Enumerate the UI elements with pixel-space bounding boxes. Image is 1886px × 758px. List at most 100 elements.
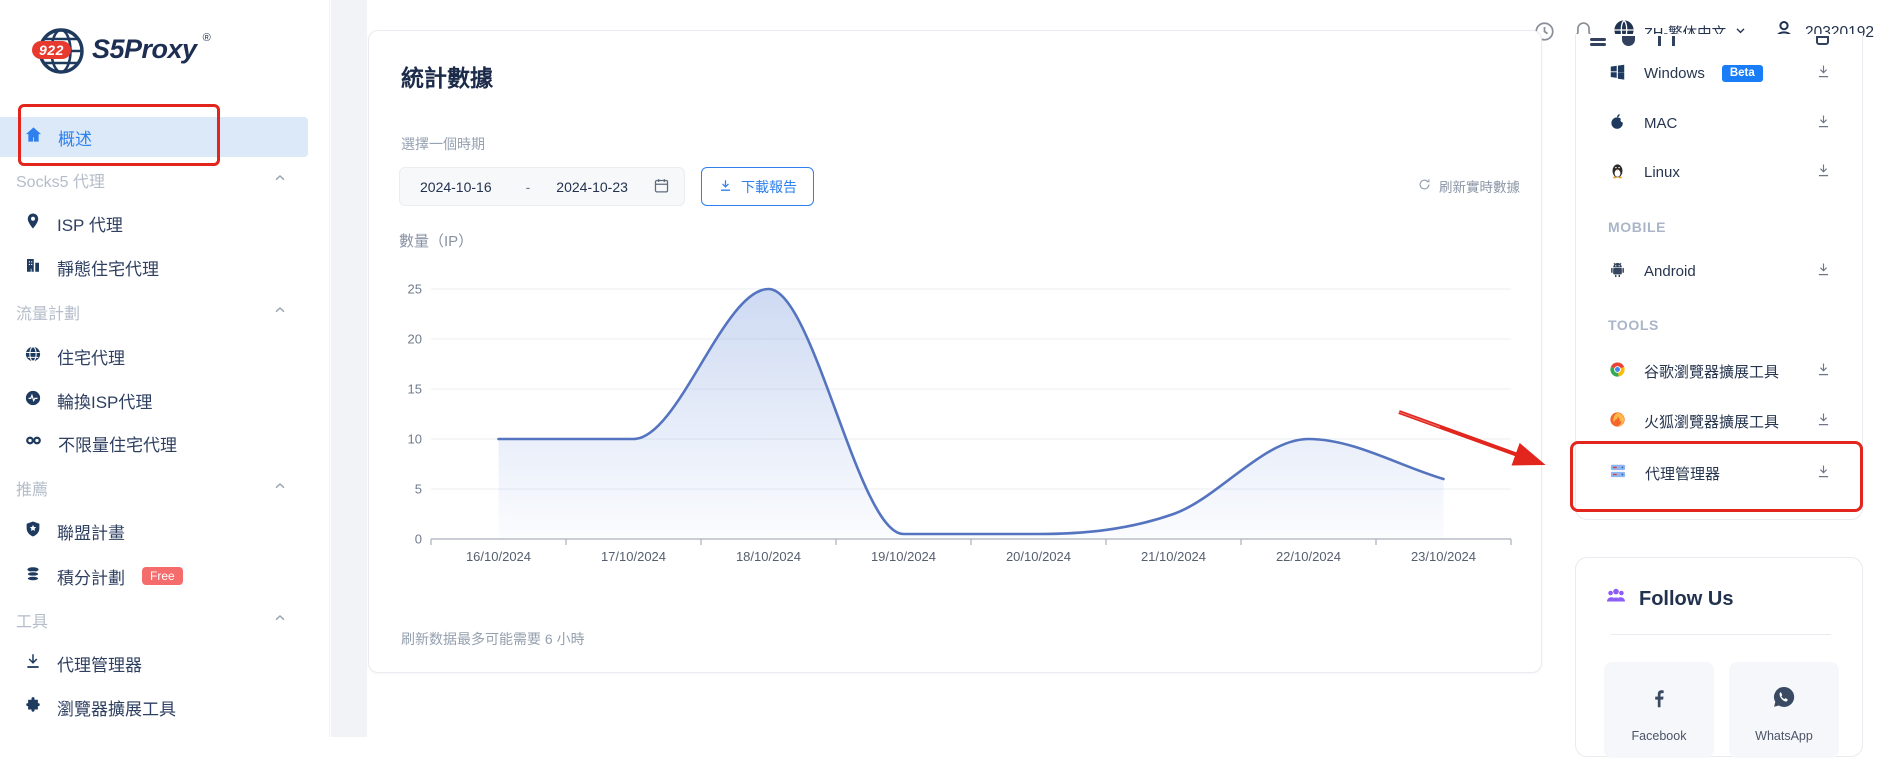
linux-icon	[1608, 161, 1627, 184]
download-arrow-icon[interactable]	[1815, 63, 1832, 84]
date-start-value: 2024-10-16	[420, 178, 492, 195]
svg-text:20: 20	[408, 332, 422, 347]
sidebar-item-overview[interactable]: 概述	[0, 117, 308, 157]
download-row-label: 代理管理器	[1645, 465, 1721, 483]
firefox-icon	[1608, 410, 1627, 433]
download-row-label: MAC	[1644, 114, 1678, 132]
downloads-section-tools: TOOLS	[1576, 310, 1862, 340]
sidebar-section-label: 工具	[16, 614, 49, 631]
facebook-icon	[1646, 684, 1672, 715]
download-row-linux[interactable]: Linux	[1576, 152, 1862, 192]
chevron-up-icon	[272, 610, 288, 631]
svg-text:20/10/2024: 20/10/2024	[1006, 549, 1071, 564]
logo-text: S5Proxy	[92, 34, 197, 64]
chrome-icon	[1608, 360, 1627, 383]
svg-text:17/10/2024: 17/10/2024	[601, 549, 666, 564]
download-arrow-icon[interactable]	[1815, 463, 1832, 484]
svg-text:5: 5	[415, 482, 422, 497]
sidebar-item-label: 積分計劃	[57, 568, 125, 588]
chevron-down-icon	[1734, 24, 1747, 42]
sidebar-item-static-residential[interactable]: 靜態住宅代理	[0, 247, 308, 287]
date-range-picker[interactable]: 2024-10-16 - 2024-10-23	[399, 167, 685, 206]
svg-text:15: 15	[408, 382, 422, 397]
sidebar-item-label: 瀏覽器擴展工具	[57, 699, 176, 719]
download-row-chrome-extension[interactable]: 谷歌瀏覽器擴展工具	[1576, 351, 1862, 391]
download-row-android[interactable]: Android	[1576, 251, 1862, 291]
sidebar-item-unlimited-residential[interactable]: 不限量住宅代理	[0, 423, 308, 463]
download-arrow-icon[interactable]	[1815, 361, 1832, 382]
chevron-up-icon	[272, 478, 288, 499]
puzzle-icon	[24, 696, 42, 719]
downloads-section-mobile: MOBILE	[1576, 212, 1862, 242]
whatsapp-button[interactable]: WhatsApp	[1729, 662, 1839, 758]
download-report-button[interactable]: 下載報告	[701, 167, 814, 206]
app-logo[interactable]: 922 S5Proxy ®	[32, 26, 211, 76]
proxy-manager-icon	[1608, 461, 1628, 485]
home-icon	[24, 125, 43, 149]
sidebar-section-socks5[interactable]: Socks5 代理	[0, 165, 308, 195]
sidebar-item-rotating-isp[interactable]: 輪換ISP代理	[0, 380, 308, 420]
download-arrow-icon[interactable]	[1815, 113, 1832, 134]
beta-badge: Beta	[1721, 64, 1763, 82]
sidebar-section-tools[interactable]: 工具	[0, 605, 308, 635]
sidebar-item-label: 不限量住宅代理	[58, 435, 177, 455]
area-chart: 0 5 10 15 20 25 16/10/2024 17/10/2024 18/10/2024…	[408, 282, 1512, 564]
sidebar-section-traffic-plan[interactable]: 流量計劃	[0, 297, 308, 327]
downloads-section-label: MOBILE	[1608, 219, 1667, 235]
follow-us-title: Follow Us	[1604, 584, 1733, 614]
sidebar: 922 S5Proxy ® 概述 Socks5 代理 ISP 代理 靜態住宅代理…	[0, 0, 330, 737]
sidebar-section-label: Socks5 代理	[16, 174, 105, 191]
windows-icon	[1608, 62, 1627, 85]
sidebar-item-label: 代理管理器	[57, 655, 142, 675]
shield-icon	[24, 520, 42, 543]
sidebar-item-label: ISP 代理	[57, 215, 123, 235]
download-row-mac[interactable]: MAC	[1576, 103, 1862, 143]
whatsapp-label: WhatsApp	[1755, 729, 1813, 743]
sidebar-item-points-program[interactable]: 積分計劃 Free	[0, 556, 308, 596]
svg-text:21/10/2024: 21/10/2024	[1141, 549, 1206, 564]
sidebar-item-label: 聯盟計畫	[57, 523, 125, 543]
sidebar-item-proxy-manager[interactable]: 代理管理器	[0, 643, 308, 683]
globe-logo-icon: 922	[32, 26, 86, 76]
download-arrow-icon[interactable]	[1815, 162, 1832, 183]
apple-icon	[1608, 112, 1627, 135]
free-badge: Free	[142, 567, 183, 585]
download-arrow-icon[interactable]	[1815, 411, 1832, 432]
period-label: 選擇一個時期	[401, 136, 485, 152]
svg-text:25: 25	[408, 282, 422, 297]
follow-us-card: Follow Us Facebook WhatsApp	[1575, 557, 1863, 758]
download-row-firefox-extension[interactable]: 火狐瀏覽器擴展工具	[1576, 401, 1862, 441]
refresh-icon	[1417, 177, 1432, 195]
downloads-panel: Windows Beta MAC Linux MOBILE Android TO…	[1575, 34, 1863, 520]
sidebar-item-affiliate-program[interactable]: 聯盟計畫	[0, 511, 308, 551]
chevron-up-icon	[272, 302, 288, 323]
download-row-label: 谷歌瀏覽器擴展工具	[1644, 363, 1780, 381]
android-icon	[1608, 260, 1627, 283]
svg-text:18/10/2024: 18/10/2024	[736, 549, 801, 564]
download-row-proxy-manager[interactable]: 代理管理器	[1576, 453, 1862, 493]
facebook-button[interactable]: Facebook	[1604, 662, 1714, 758]
refresh-delay-note: 刷新数据最多可能需要 6 小時	[401, 631, 585, 647]
download-arrow-icon[interactable]	[1815, 261, 1832, 282]
location-pin-icon	[24, 212, 42, 235]
download-row-windows[interactable]: Windows Beta	[1576, 53, 1862, 93]
date-separator: -	[525, 178, 531, 195]
calendar-icon	[653, 177, 670, 197]
refresh-realtime-data[interactable]: 刷新實時數據	[1417, 176, 1520, 196]
svg-text:19/10/2024: 19/10/2024	[871, 549, 936, 564]
download-row-label: Linux	[1644, 163, 1680, 181]
infinity-icon	[24, 431, 43, 455]
sidebar-section-referral[interactable]: 推薦	[0, 473, 308, 503]
pulse-icon	[24, 389, 42, 412]
svg-text:22/10/2024: 22/10/2024	[1276, 549, 1341, 564]
follow-us-label: Follow Us	[1639, 587, 1734, 610]
sidebar-item-isp-proxy[interactable]: ISP 代理	[0, 203, 308, 243]
download-icon	[24, 652, 42, 675]
sidebar-item-residential-proxy[interactable]: 住宅代理	[0, 336, 308, 376]
sidebar-item-browser-extension[interactable]: 瀏覽器擴展工具	[0, 687, 308, 727]
clipped-row-fragment	[1658, 36, 1661, 46]
sidebar-section-label: 流量計劃	[16, 306, 81, 323]
content-gutter	[331, 0, 367, 737]
download-report-label: 下載報告	[741, 178, 797, 195]
sidebar-item-label: 輪換ISP代理	[57, 392, 153, 412]
